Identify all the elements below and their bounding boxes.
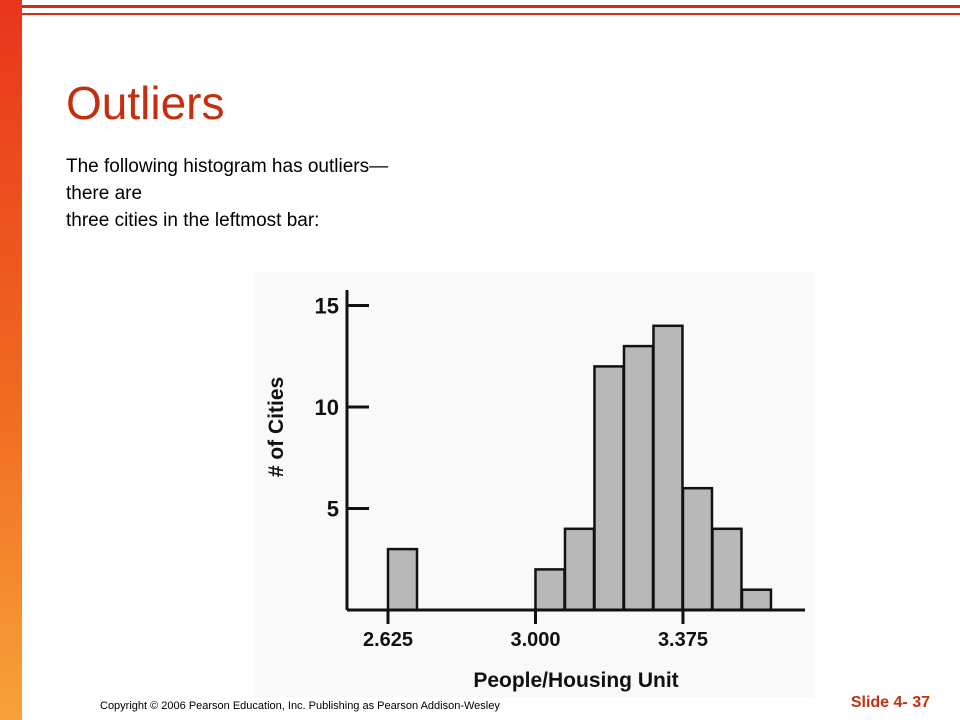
slide-body: The following histogram has outliers— th…	[66, 153, 506, 234]
y-tick-label: 15	[315, 294, 339, 319]
x-tick-label: 3.375	[658, 629, 708, 651]
slide-top-rule	[22, 5, 960, 8]
histogram-bar	[386, 547, 419, 612]
histogram-chart: 5 10 15 2.625 3.000 3.375 People/Housing Unit #…	[255, 272, 815, 697]
histogram-bar	[622, 344, 655, 612]
body-line: there are	[66, 183, 143, 204]
body-line: three cities in the leftmost bar:	[66, 210, 320, 231]
y-axis-label: # of Cities	[265, 377, 288, 477]
histogram-bar	[711, 527, 743, 612]
histogram-bar	[563, 527, 596, 612]
x-axis-label: People/Housing Unit	[473, 669, 678, 692]
x-tick-label: 2.625	[363, 629, 413, 651]
slide-title: Outliers	[66, 77, 225, 129]
copyright-text: Copyright © 2006 Pearson Education, Inc.…	[100, 700, 500, 712]
histogram-bar	[681, 486, 714, 612]
histogram-bar	[593, 365, 625, 612]
x-tick-label: 3.000	[510, 629, 560, 651]
histogram-bar	[534, 568, 566, 612]
body-line: The following histogram has outliers—	[66, 156, 389, 177]
slide-side-bar	[0, 0, 22, 720]
slide-top-rule-thin	[22, 13, 960, 15]
y-tick-label: 10	[315, 395, 339, 420]
slide-number: Slide 4- 37	[850, 694, 930, 711]
y-tick-label: 5	[327, 497, 339, 522]
histogram-svg: 5 10 15 2.625 3.000 3.375 People/Housing Unit #…	[265, 290, 805, 692]
histogram-bar	[740, 588, 773, 612]
histogram-bar	[652, 324, 684, 612]
